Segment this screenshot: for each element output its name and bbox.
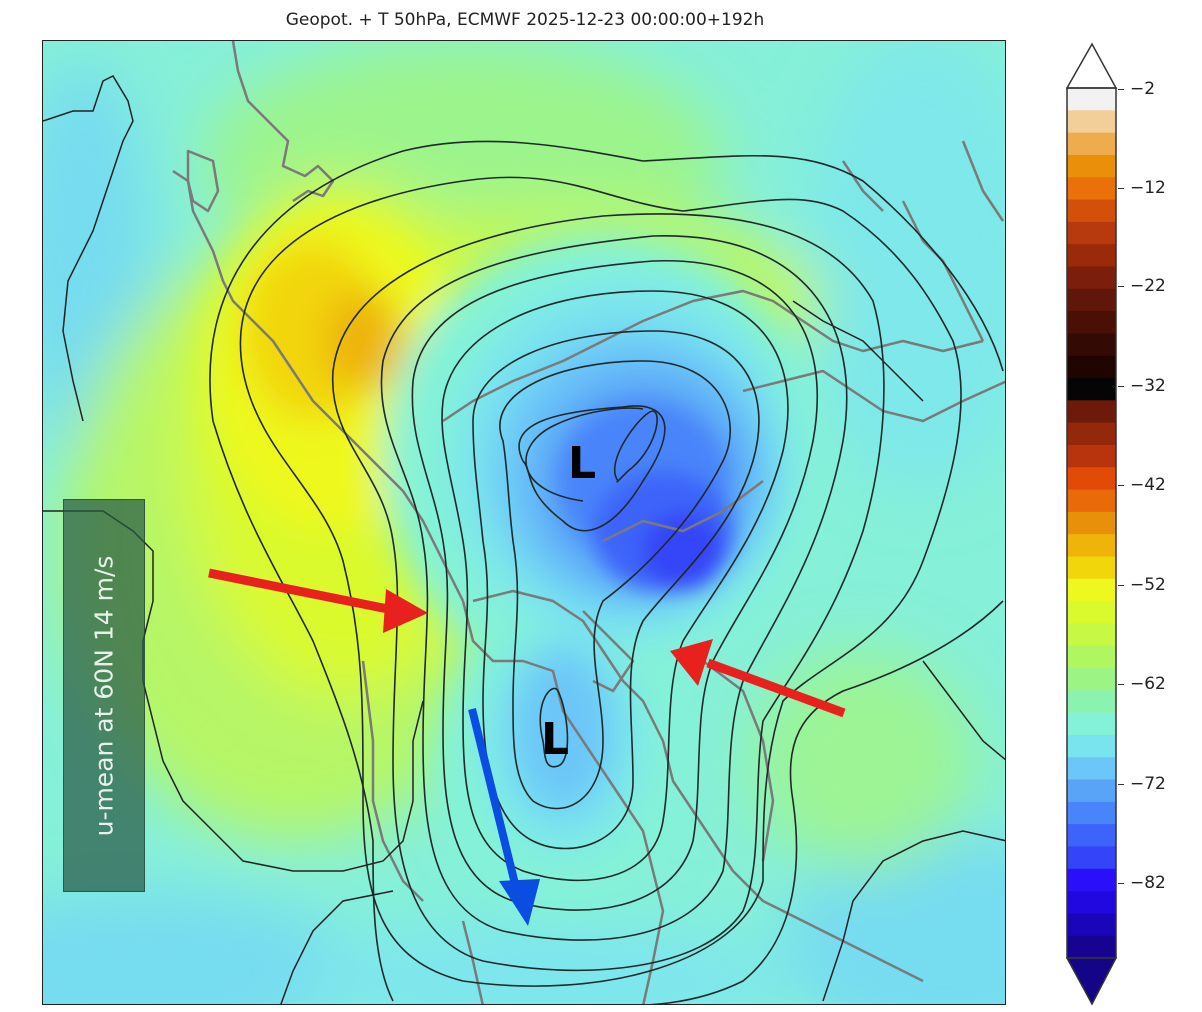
- colorbar-tick-label: −12: [1130, 178, 1166, 198]
- colorbar-band: [1067, 623, 1116, 647]
- colorbar-tick-label: −72: [1130, 774, 1166, 794]
- colorbar-band: [1067, 690, 1116, 714]
- temperature-field: L L: [43, 41, 1005, 1004]
- colorbar-band: [1067, 355, 1116, 379]
- colorbar-tick-label: −2: [1130, 79, 1156, 99]
- colorbar-band: [1067, 824, 1116, 848]
- low-label-primary: L: [568, 438, 596, 489]
- colorbar-lower-extension: [1066, 957, 1118, 1006]
- colorbar-band: [1067, 244, 1116, 268]
- red-arrow-east-icon: [670, 639, 846, 718]
- colorbar-band: [1067, 467, 1116, 491]
- colorbar-band: [1067, 913, 1116, 937]
- colorbar-band: [1067, 422, 1116, 446]
- red-arrow-west-icon: [208, 568, 428, 633]
- colorbar-band: [1067, 891, 1116, 914]
- colorbar-band: [1067, 288, 1116, 312]
- colorbar: [1066, 42, 1118, 1006]
- colorbar-band: [1067, 378, 1116, 401]
- colorbar-band: [1067, 311, 1116, 334]
- colorbar-band: [1067, 578, 1116, 602]
- colorbar-tick-label: −62: [1130, 674, 1166, 694]
- colorbar-band: [1067, 712, 1116, 736]
- colorbar-upper-extension: [1066, 42, 1118, 89]
- colorbar-band: [1067, 645, 1116, 669]
- colorbar-tick-label: −22: [1130, 276, 1166, 296]
- colorbar-band: [1067, 221, 1116, 245]
- colorbar-tick-label: −32: [1130, 376, 1166, 396]
- colorbar-band: [1067, 266, 1116, 290]
- colorbar-band: [1067, 534, 1116, 558]
- colorbar-band: [1067, 110, 1116, 134]
- colorbar-band: [1067, 511, 1116, 535]
- colorbar-band: [1067, 154, 1116, 178]
- geopotential-contours: [209, 140, 1004, 1004]
- colorbar-band: [1067, 88, 1116, 111]
- colorbar-band: [1067, 601, 1116, 624]
- colorbar-band: [1067, 177, 1116, 201]
- colorbar-band: [1067, 779, 1116, 803]
- colorbar-band: [1067, 846, 1116, 870]
- colorbar-band: [1067, 757, 1116, 781]
- colorbar-band: [1067, 935, 1116, 959]
- colorbar-tick-label: −82: [1130, 873, 1166, 893]
- colorbar-band: [1067, 489, 1116, 513]
- map-panel: L L: [42, 40, 1006, 1005]
- blue-arrow-icon: [468, 708, 540, 926]
- chart-title: Geopot. + T 50hPa, ECMWF 2025-12-23 00:0…: [285, 10, 765, 30]
- umean-annotation-box: u-mean at 60N 14 m/s: [63, 499, 145, 892]
- colorbar-band: [1067, 668, 1116, 691]
- colorbar-tick-label: −52: [1130, 575, 1166, 595]
- colorbar-tick-label: −42: [1130, 475, 1166, 495]
- colorbar-band: [1067, 734, 1116, 758]
- colorbar-band: [1067, 333, 1116, 357]
- colorbar-band: [1067, 199, 1116, 223]
- colorbar-band: [1067, 556, 1116, 580]
- umean-annotation-text: u-mean at 60N 14 m/s: [89, 555, 119, 836]
- coastlines: [172, 41, 1005, 1004]
- colorbar-band: [1067, 132, 1116, 156]
- colorbar-band: [1067, 868, 1116, 892]
- colorbar-band: [1067, 801, 1116, 825]
- colorbar-band: [1067, 400, 1116, 424]
- colorbar-band: [1067, 444, 1116, 468]
- low-label-secondary: L: [541, 714, 569, 765]
